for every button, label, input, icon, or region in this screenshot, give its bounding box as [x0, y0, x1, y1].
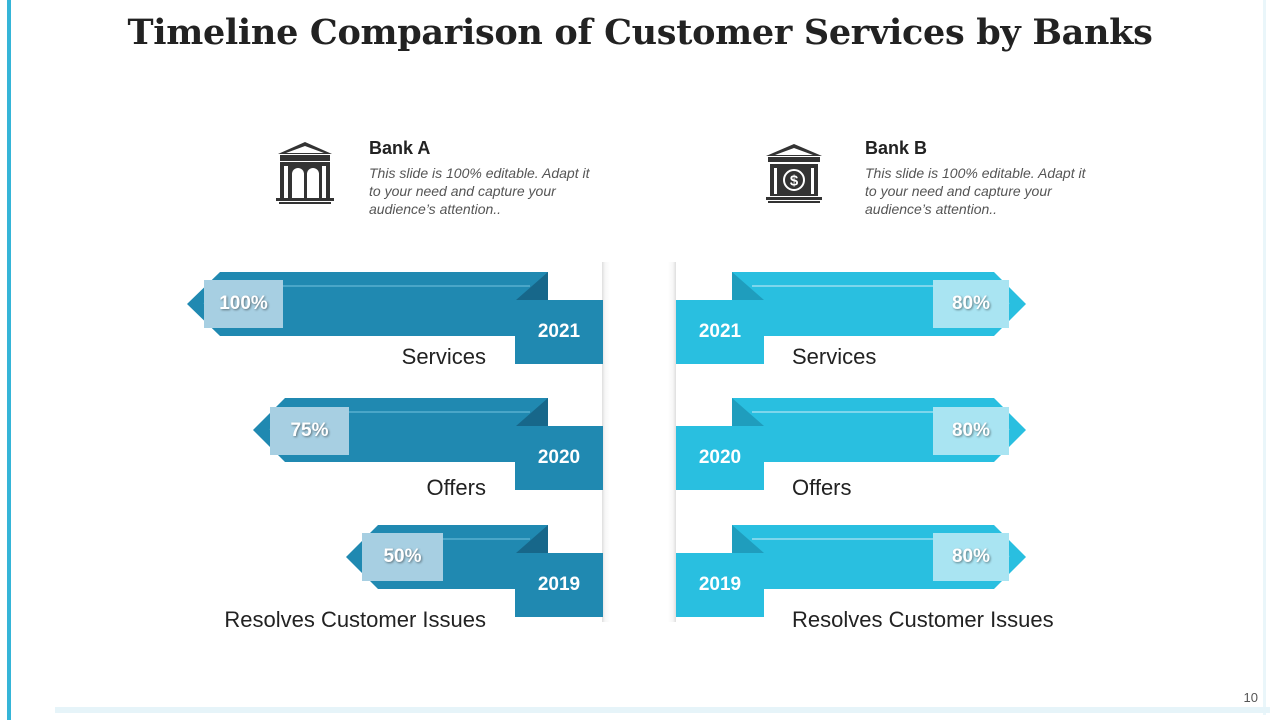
bank-a-name: Bank A: [369, 138, 431, 158]
slide-title: Timeline Comparison of Customer Services…: [127, 12, 1153, 53]
bank-b-label-2021: Services: [792, 344, 877, 369]
slide-left-accent: [7, 0, 11, 720]
bank-b-year-2021: 2021: [676, 300, 764, 364]
bank-dollar-icon: $: [764, 142, 824, 209]
slide-bottom-border: [55, 707, 1270, 713]
bank-a-percent-2020: 75%: [270, 407, 349, 455]
slide-right-border: [1263, 0, 1266, 715]
bank-a-label-2019: Resolves Customer Issues: [224, 607, 486, 632]
bank-b-percent-2019: 80%: [933, 533, 1009, 581]
bank-a-year-2021: 2021: [515, 300, 603, 364]
bank-a-year-2020: 2020: [515, 426, 603, 490]
bank-a-year-2019: 2019: [515, 553, 603, 617]
bank-b-year-2019: 2019: [676, 553, 764, 617]
bank-b-year-2020: 2020: [676, 426, 764, 490]
page-number: 10: [1243, 690, 1258, 705]
bank-a-percent-2019: 50%: [362, 533, 443, 581]
timeline-divider: [602, 262, 676, 622]
bank-b-name: Bank B: [865, 138, 928, 158]
svg-text:$: $: [790, 173, 799, 190]
bank-a-label-2021: Services: [401, 344, 486, 369]
bank-a-percent-2021: 100%: [204, 280, 283, 328]
bank-building-icon: [274, 140, 336, 209]
bank-b-label-2020: Offers: [792, 475, 852, 500]
bank-a-description: This slide is 100% editable. Adapt it to…: [369, 165, 590, 217]
bank-b-percent-2021: 80%: [933, 280, 1009, 328]
bank-a-label-2020: Offers: [426, 475, 486, 500]
bank-b-label-2019: Resolves Customer Issues: [792, 607, 1054, 632]
bank-b-percent-2020: 80%: [933, 407, 1009, 455]
bank-b-description: This slide is 100% editable. Adapt it to…: [865, 165, 1086, 217]
